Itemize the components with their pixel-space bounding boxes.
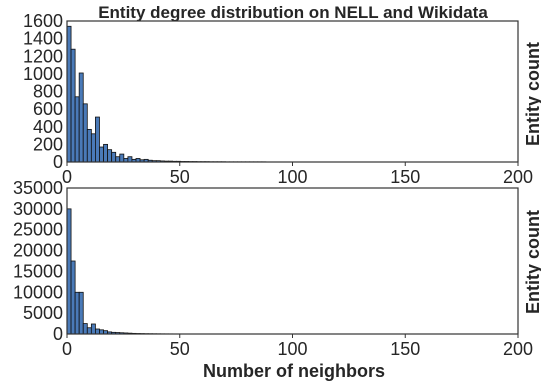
x-tick-label: 100 [277, 167, 307, 187]
bar [78, 291, 84, 335]
bottom-y-axis-label: Entity count [523, 210, 541, 314]
top-y-axis-label: Entity count [523, 42, 541, 146]
y-tick-label: 800 [33, 82, 63, 102]
bar [99, 329, 104, 335]
x-tick-label: 200 [503, 167, 533, 187]
bar [95, 328, 100, 335]
bar [86, 327, 92, 335]
bar [99, 146, 104, 163]
bar [86, 128, 92, 163]
y-tick-label: 1600 [23, 11, 63, 31]
plot-frame [66, 20, 519, 163]
y-tick-label: 5000 [23, 303, 63, 323]
bar [107, 149, 113, 163]
bar [90, 133, 96, 163]
y-tick-label: 200 [33, 134, 63, 154]
bar [82, 103, 88, 163]
y-tick-label: 15000 [13, 261, 63, 281]
wikidata-panel: 0 50 100 150 2000500010000150002000025000300… [13, 178, 533, 359]
x-tick-label: 150 [390, 339, 420, 359]
x-tick-label: 200 [503, 339, 533, 359]
bar [127, 156, 133, 163]
bar [66, 25, 72, 163]
bar [111, 151, 117, 163]
y-tick-label: 400 [33, 117, 63, 137]
y-tick-label: 30000 [13, 199, 63, 219]
bar [82, 323, 88, 335]
bar [78, 72, 84, 163]
y-tick-label: 35000 [13, 178, 63, 198]
y-tick-label: 20000 [13, 241, 63, 261]
bar [103, 143, 108, 163]
nell-panel: 0 50 100 150 2000200400600800100012001400160… [23, 11, 533, 187]
bar [95, 116, 100, 163]
x-tick-label: 50 [170, 339, 190, 359]
y-tick-label: 600 [33, 99, 63, 119]
y-tick-label: 1000 [23, 64, 63, 84]
plot-frame [66, 187, 519, 335]
y-tick-label: 1200 [23, 46, 63, 66]
x-tick-label: 50 [170, 167, 190, 187]
bar [70, 48, 76, 163]
x-tick-label: 0 [62, 339, 72, 359]
bar [119, 153, 125, 163]
bar [66, 208, 72, 335]
x-axis-label: Number of neighbors [203, 361, 385, 381]
bar [90, 323, 96, 335]
x-tick-label: 0 [62, 167, 72, 187]
bar [74, 96, 80, 163]
bar [70, 260, 76, 335]
y-tick-label: 25000 [13, 220, 63, 240]
y-tick-label: 10000 [13, 282, 63, 302]
chart-title: Entity degree distribution on NELL and W… [98, 3, 488, 22]
x-tick-label: 150 [390, 167, 420, 187]
x-tick-label: 100 [277, 339, 307, 359]
y-tick-label: 0 [53, 324, 63, 344]
bar [74, 291, 80, 335]
y-tick-label: 0 [53, 152, 63, 172]
bar [115, 156, 121, 163]
y-tick-label: 1400 [23, 29, 63, 49]
